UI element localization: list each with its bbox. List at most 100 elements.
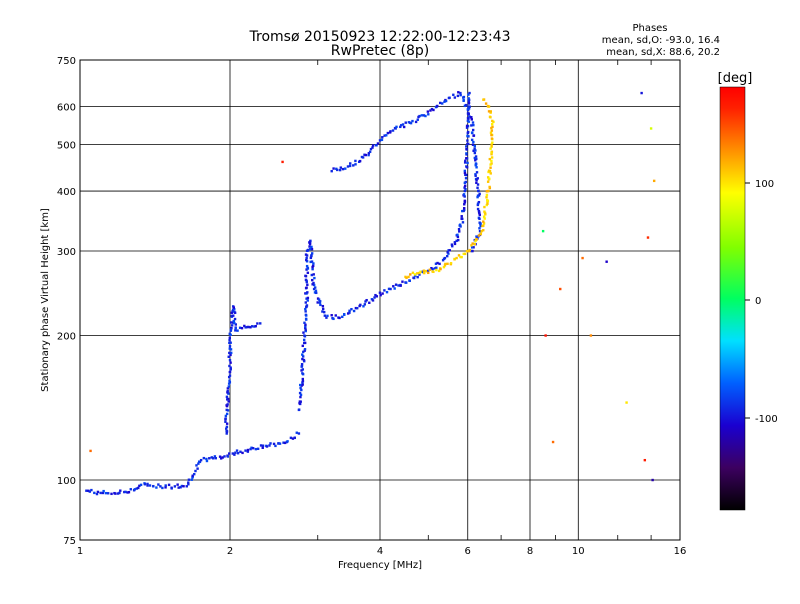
o-trace-point xyxy=(228,336,231,340)
o-trace-point xyxy=(404,121,407,124)
o-trace-point xyxy=(348,164,352,168)
o-trace-point xyxy=(448,96,451,99)
o-trace-point xyxy=(332,317,335,321)
o-trace-point xyxy=(312,283,316,287)
o-trace-point xyxy=(456,94,460,98)
o-trace-point xyxy=(334,314,337,317)
o-trace-point xyxy=(299,386,302,390)
o-trace-point xyxy=(304,310,307,313)
o-trace-point xyxy=(341,315,344,319)
o-trace-point xyxy=(231,452,234,455)
o-trace-point xyxy=(392,285,395,288)
o-trace-point xyxy=(475,181,478,185)
o-trace-point xyxy=(463,203,466,206)
o-trace-point xyxy=(229,361,232,364)
x-trace-point xyxy=(486,180,490,183)
x-trace-point xyxy=(416,272,419,275)
o-trace-point xyxy=(305,258,308,262)
x-trace-point xyxy=(482,98,485,101)
o-trace-point xyxy=(470,131,474,134)
o-trace-point xyxy=(229,353,232,357)
o-trace-point xyxy=(321,304,325,308)
y-tick-label: 75 xyxy=(63,536,76,547)
o-trace-point xyxy=(254,447,258,451)
o-trace-point xyxy=(354,159,357,163)
o-trace-point xyxy=(443,100,446,103)
o-trace-point xyxy=(464,188,467,191)
o-trace-point xyxy=(448,249,451,252)
o-trace-point xyxy=(229,366,232,369)
o-trace-point xyxy=(143,483,147,486)
o-trace-point xyxy=(250,446,253,449)
x-trace-point xyxy=(489,110,493,113)
o-trace-point xyxy=(185,485,188,488)
o-trace-point xyxy=(478,217,481,221)
o-trace-point xyxy=(301,380,305,383)
o-trace-point xyxy=(230,314,233,318)
o-trace-point xyxy=(411,119,414,123)
noise-point xyxy=(559,287,562,291)
o-trace-point xyxy=(474,173,477,176)
o-trace-point xyxy=(179,486,182,489)
o-trace-point xyxy=(319,303,322,307)
o-trace-point xyxy=(227,392,230,395)
o-trace-point xyxy=(443,256,447,260)
x-trace-point xyxy=(491,141,494,144)
o-trace-point xyxy=(474,162,478,165)
noise-point xyxy=(640,91,643,95)
o-trace-point xyxy=(230,326,233,330)
o-trace-point xyxy=(146,482,149,486)
o-trace-point xyxy=(458,223,462,226)
o-trace-point xyxy=(228,358,232,362)
x-trace-point xyxy=(405,276,408,279)
y-tick-label: 750 xyxy=(57,56,76,67)
o-trace-point xyxy=(467,142,470,146)
o-trace-point xyxy=(451,244,454,248)
o-trace-point xyxy=(274,444,277,448)
o-trace-point xyxy=(305,256,308,260)
o-trace-point xyxy=(373,296,376,299)
o-trace-point xyxy=(416,118,419,121)
o-trace-point xyxy=(308,242,312,246)
o-trace-point xyxy=(476,177,479,180)
o-trace-point xyxy=(227,382,231,385)
o-trace-point xyxy=(456,233,459,236)
o-trace-point xyxy=(303,341,307,345)
o-trace-point xyxy=(268,444,271,447)
o-trace-point xyxy=(187,478,191,481)
o-trace-point xyxy=(444,99,448,103)
o-trace-point xyxy=(477,189,480,193)
colorbar-label: [deg] xyxy=(718,71,753,86)
x-trace-point xyxy=(490,129,494,132)
x-trace-point xyxy=(486,176,490,179)
o-trace-point xyxy=(457,238,460,242)
o-trace-point xyxy=(466,108,470,111)
x-trace-point xyxy=(462,252,465,256)
o-trace-point xyxy=(246,448,250,452)
x-trace-point xyxy=(490,145,493,148)
o-trace-point xyxy=(478,192,481,196)
o-trace-point xyxy=(161,486,164,490)
o-trace-point xyxy=(303,334,306,337)
o-trace-point xyxy=(371,299,375,302)
o-trace-point xyxy=(463,169,467,173)
o-trace-point xyxy=(342,313,346,316)
x-trace-point xyxy=(480,229,483,233)
o-trace-point xyxy=(346,165,350,168)
o-trace-point xyxy=(467,107,471,110)
o-trace-point xyxy=(269,442,272,445)
x-trace-point xyxy=(488,115,492,119)
o-trace-point xyxy=(244,326,247,329)
o-trace-point xyxy=(405,281,408,284)
o-trace-point xyxy=(402,125,406,129)
o-trace-point xyxy=(286,440,289,443)
o-trace-point xyxy=(471,128,475,132)
o-trace-point xyxy=(393,287,396,290)
o-trace-point xyxy=(464,103,468,107)
o-trace-point xyxy=(446,251,449,254)
o-trace-point xyxy=(381,136,384,139)
o-trace-point xyxy=(311,283,314,286)
o-trace-point xyxy=(227,375,231,379)
o-trace-point xyxy=(461,209,464,213)
